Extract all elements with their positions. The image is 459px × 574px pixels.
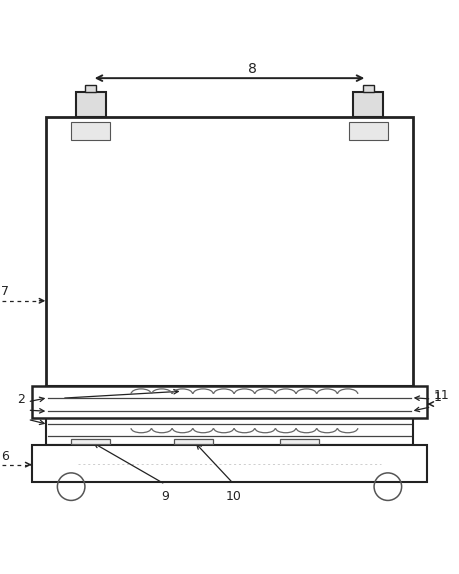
Bar [71, 122, 110, 140]
Text: 10: 10 [226, 490, 242, 503]
Text: 2: 2 [17, 393, 25, 406]
Text: 7: 7 [1, 285, 9, 298]
Text: 6: 6 [1, 450, 9, 463]
Bar [363, 85, 374, 92]
Bar [349, 122, 388, 140]
Text: 1: 1 [434, 391, 442, 404]
Bar [32, 386, 427, 418]
Bar [174, 439, 213, 444]
Text: 8: 8 [248, 62, 257, 76]
Bar [76, 92, 106, 117]
Bar [32, 445, 427, 482]
Text: 9: 9 [161, 490, 169, 503]
Bar [46, 117, 413, 386]
Bar [71, 439, 110, 444]
Bar [46, 386, 413, 445]
Text: 11: 11 [434, 389, 449, 402]
Bar [280, 439, 319, 444]
Bar [85, 85, 96, 92]
Bar [353, 92, 383, 117]
